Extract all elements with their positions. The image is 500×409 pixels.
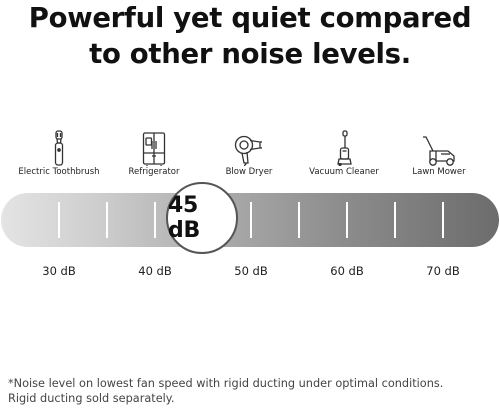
noise-level-marker: 45 dB xyxy=(166,182,238,254)
appliance-vacuum-cleaner: Vacuum Cleaner xyxy=(284,128,404,178)
appliance-label: Vacuum Cleaner xyxy=(309,167,379,177)
noise-level-value: 45 dB xyxy=(168,193,200,243)
lawn-mower-icon xyxy=(379,128,499,166)
scale-label-70: 70 dB xyxy=(426,264,460,278)
appliance-label: Lawn Mower xyxy=(412,167,466,177)
appliance-label: Blow Dryer xyxy=(225,167,273,177)
appliance-lawn-mower: Lawn Mower xyxy=(379,128,499,178)
headline: Powerful yet quiet compared to other noi… xyxy=(0,0,500,72)
refrigerator-icon xyxy=(94,128,214,166)
meter-tick xyxy=(442,202,444,238)
appliance-label: Refrigerator xyxy=(128,167,180,177)
scale-label-50: 50 dB xyxy=(234,264,268,278)
meter-tick xyxy=(106,202,108,238)
headline-line-2: to other noise levels. xyxy=(89,38,411,70)
meter-tick xyxy=(154,202,156,238)
footnote-line-2: Rigid ducting sold separately. xyxy=(8,392,175,405)
toothbrush-icon xyxy=(0,128,119,166)
scale-label-60: 60 dB xyxy=(330,264,364,278)
scale-label-30: 30 dB xyxy=(42,264,76,278)
meter-tick xyxy=(250,202,252,238)
scale-label-40: 40 dB xyxy=(138,264,172,278)
appliance-label: Electric Toothbrush xyxy=(18,167,100,177)
footnote-line-1: *Noise level on lowest fan speed with ri… xyxy=(8,377,444,390)
footnote: *Noise level on lowest fan speed with ri… xyxy=(8,376,498,406)
appliance-blow-dryer: Blow Dryer xyxy=(189,128,309,178)
headline-line-1: Powerful yet quiet compared xyxy=(28,2,472,34)
meter-tick xyxy=(346,202,348,238)
appliance-electric-toothbrush: Electric Toothbrush xyxy=(0,128,119,178)
meter-tick xyxy=(394,202,396,238)
appliance-refrigerator: Refrigerator xyxy=(94,128,214,178)
meter-tick xyxy=(58,202,60,238)
blow-dryer-icon xyxy=(189,128,309,166)
vacuum-cleaner-icon xyxy=(284,128,404,166)
meter-tick xyxy=(298,202,300,238)
